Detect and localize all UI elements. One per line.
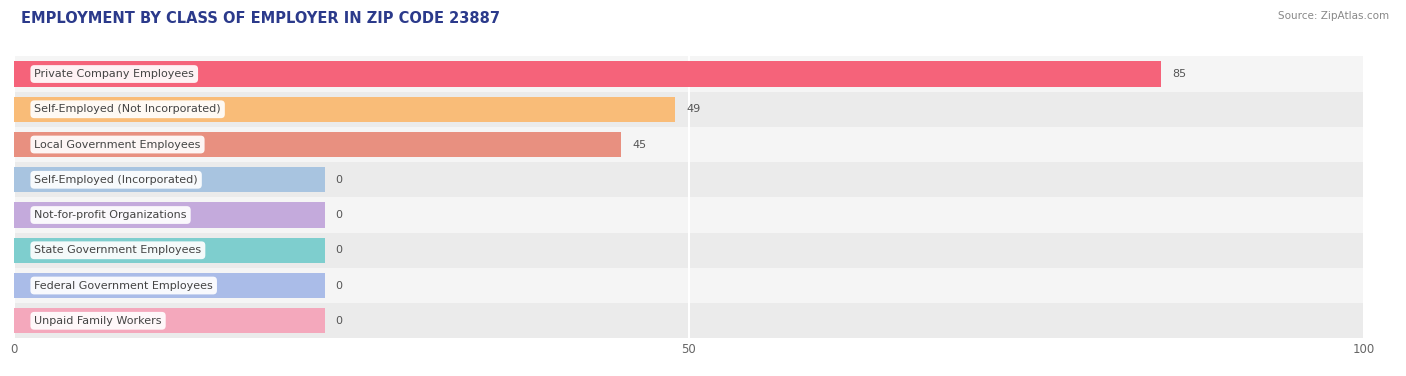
Bar: [0, 162, 1406, 197]
Text: Unpaid Family Workers: Unpaid Family Workers: [34, 316, 162, 326]
Bar: [0, 127, 1406, 162]
Bar: [14, 202, 325, 228]
Text: Private Company Employees: Private Company Employees: [34, 69, 194, 79]
Bar: [14, 238, 325, 263]
Text: Self-Employed (Not Incorporated): Self-Employed (Not Incorporated): [34, 104, 221, 114]
Text: 0: 0: [335, 175, 342, 185]
Bar: [0, 92, 1406, 127]
Text: Self-Employed (Incorporated): Self-Employed (Incorporated): [34, 175, 198, 185]
Bar: [14, 308, 325, 334]
Text: Local Government Employees: Local Government Employees: [34, 139, 201, 150]
Text: Federal Government Employees: Federal Government Employees: [34, 280, 214, 291]
Text: State Government Employees: State Government Employees: [34, 245, 201, 255]
Text: Not-for-profit Organizations: Not-for-profit Organizations: [34, 210, 187, 220]
Text: 0: 0: [335, 280, 342, 291]
Bar: [0, 56, 1406, 92]
Text: 49: 49: [686, 104, 700, 114]
Bar: [14, 167, 325, 193]
Text: 0: 0: [335, 210, 342, 220]
Bar: [0, 303, 1406, 338]
Text: EMPLOYMENT BY CLASS OF EMPLOYER IN ZIP CODE 23887: EMPLOYMENT BY CLASS OF EMPLOYER IN ZIP C…: [21, 11, 501, 26]
Text: 0: 0: [335, 245, 342, 255]
Text: 45: 45: [633, 139, 647, 150]
Text: 85: 85: [1173, 69, 1187, 79]
Text: 0: 0: [335, 316, 342, 326]
Bar: [0, 268, 1406, 303]
Bar: [14, 61, 1161, 87]
Bar: [0, 233, 1406, 268]
Text: Source: ZipAtlas.com: Source: ZipAtlas.com: [1278, 11, 1389, 21]
Bar: [0, 197, 1406, 233]
Bar: [14, 132, 621, 157]
Bar: [14, 97, 675, 122]
Bar: [14, 273, 325, 298]
